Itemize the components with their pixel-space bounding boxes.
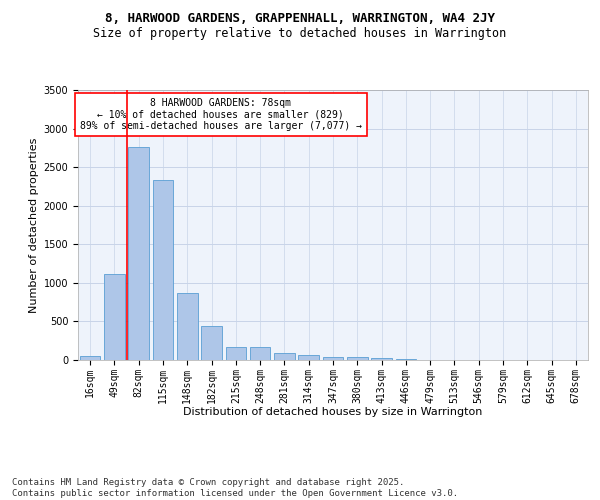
Bar <box>104 274 125 360</box>
Bar <box>80 356 100 360</box>
Bar <box>177 293 197 360</box>
X-axis label: Distribution of detached houses by size in Warrington: Distribution of detached houses by size … <box>184 407 482 417</box>
Text: 8, HARWOOD GARDENS, GRAPPENHALL, WARRINGTON, WA4 2JY: 8, HARWOOD GARDENS, GRAPPENHALL, WARRING… <box>105 12 495 26</box>
Text: Contains HM Land Registry data © Crown copyright and database right 2025.
Contai: Contains HM Land Registry data © Crown c… <box>12 478 458 498</box>
Bar <box>226 346 246 360</box>
Bar <box>152 180 173 360</box>
Bar <box>347 358 368 360</box>
Bar <box>201 326 222 360</box>
Bar <box>274 352 295 360</box>
Y-axis label: Number of detached properties: Number of detached properties <box>29 138 40 312</box>
Bar <box>298 355 319 360</box>
Bar <box>395 359 416 360</box>
Bar <box>323 356 343 360</box>
Text: Size of property relative to detached houses in Warrington: Size of property relative to detached ho… <box>94 28 506 40</box>
Text: 8 HARWOOD GARDENS: 78sqm
← 10% of detached houses are smaller (829)
89% of semi-: 8 HARWOOD GARDENS: 78sqm ← 10% of detach… <box>80 98 362 132</box>
Bar <box>128 147 149 360</box>
Bar <box>250 348 271 360</box>
Bar <box>371 358 392 360</box>
